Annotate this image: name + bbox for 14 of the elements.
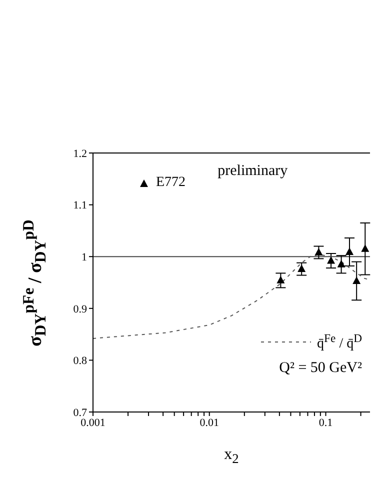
x-axis-title: x$_{2}$ bbox=[224, 446, 239, 466]
annotation: preliminary bbox=[218, 163, 288, 179]
y-tick-label: 0.8 bbox=[73, 355, 88, 368]
y-tick-label: 0.7 bbox=[73, 406, 88, 419]
x-tick-label: 0.01 bbox=[200, 416, 219, 429]
y-tick-label: 1.1 bbox=[73, 200, 87, 212]
x-tick-label: 0.001 bbox=[80, 416, 106, 429]
y-tick-label: 1 bbox=[82, 252, 87, 264]
legend-label: q̄$^{Fe}$ / q̄$^{D}$ bbox=[317, 332, 362, 353]
x-tick-label: 0.1 bbox=[318, 416, 333, 429]
annotation: Q² = 50 GeV² bbox=[279, 360, 362, 376]
y-tick-label: 1.2 bbox=[73, 148, 87, 160]
legend-label: E772 bbox=[156, 175, 186, 191]
y-tick-label: 0.9 bbox=[73, 303, 88, 316]
